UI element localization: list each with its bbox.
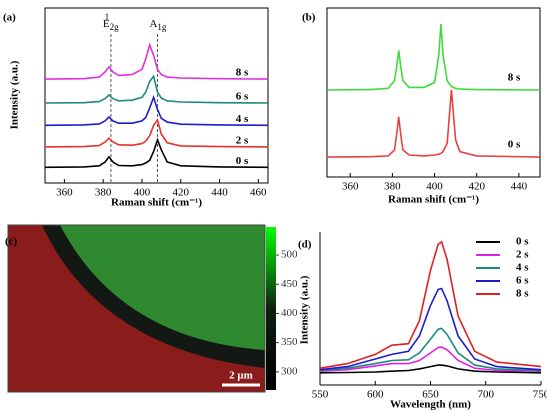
x-tick-label: 600 — [367, 389, 384, 401]
map-image — [7, 224, 276, 393]
colorbar-tick-label: 450 — [281, 278, 298, 290]
series-line — [44, 42, 269, 80]
series-line — [44, 74, 269, 104]
annotation-sub: 1g — [157, 22, 167, 32]
series-label: 8 s — [508, 71, 521, 83]
annotation: E2g1 — [103, 12, 119, 32]
series-line — [326, 89, 541, 158]
colorbar-tick-label: 300 — [281, 365, 298, 377]
scale-bar-label: 2 μm — [229, 370, 253, 382]
x-tick-label: 380 — [95, 187, 112, 199]
y-axis-title: Intensity (a.u.) — [299, 275, 311, 344]
colorbar-tick-label: 350 — [281, 336, 298, 348]
x-axis-title: Raman shift (cm⁻¹) — [388, 194, 479, 206]
colorbar-tick-label: 400 — [281, 307, 298, 319]
x-axis-title: Raman shift (cm⁻¹) — [111, 197, 202, 209]
colorbar-tick-label: 500 — [281, 249, 298, 261]
annotation: A1g — [149, 18, 166, 33]
series-line — [44, 94, 269, 127]
plot-frame — [44, 7, 269, 184]
panel-label: (d) — [298, 239, 312, 251]
panel-label: (b) — [302, 12, 316, 24]
series-line — [319, 327, 542, 372]
legend-label: 0 s — [516, 236, 529, 248]
x-tick-label: 440 — [511, 181, 528, 193]
series-line — [44, 118, 269, 148]
x-tick-label: 360 — [342, 181, 359, 193]
series-line — [319, 240, 542, 369]
x-axis-title: Wavelength (nm) — [390, 399, 471, 411]
series-line — [319, 287, 542, 371]
annotation-text: E — [103, 18, 110, 30]
x-tick-label: 460 — [250, 187, 267, 199]
annotation-sup: 1 — [105, 12, 110, 22]
x-tick-label: 420 — [172, 187, 189, 199]
legend-label: 8 s — [516, 288, 529, 300]
plot-frame — [326, 7, 541, 178]
x-tick-label: 360 — [56, 187, 73, 199]
series-line — [326, 24, 541, 91]
x-tick-label: 750 — [533, 389, 547, 401]
annotation-text: A — [149, 18, 157, 30]
series-line — [319, 346, 542, 372]
series-label: 0 s — [236, 155, 249, 167]
x-tick-label: 420 — [468, 181, 485, 193]
series-label: 0 s — [508, 139, 521, 151]
series-label: 4 s — [236, 113, 249, 125]
series-label: 2 s — [236, 134, 249, 146]
x-tick-label: 440 — [211, 187, 228, 199]
annotation-sub: 2g — [110, 22, 120, 32]
x-tick-label: 700 — [478, 389, 495, 401]
x-tick-label: 380 — [384, 181, 401, 193]
series-label: 6 s — [236, 91, 249, 103]
legend-label: 2 s — [516, 249, 529, 261]
legend-label: 4 s — [516, 262, 529, 274]
x-tick-label: 550 — [312, 389, 329, 401]
legend-label: 6 s — [516, 275, 529, 287]
series-line — [319, 364, 542, 374]
series-line — [44, 137, 269, 169]
x-tick-label: 400 — [134, 187, 151, 199]
panel-label: (c) — [5, 236, 18, 248]
panel-label: (a) — [3, 12, 16, 24]
y-axis-title: Intensity (a.u.) — [9, 60, 21, 129]
x-tick-label: 650 — [422, 389, 439, 401]
series-label: 8 s — [236, 67, 249, 79]
x-tick-label: 400 — [426, 181, 443, 193]
